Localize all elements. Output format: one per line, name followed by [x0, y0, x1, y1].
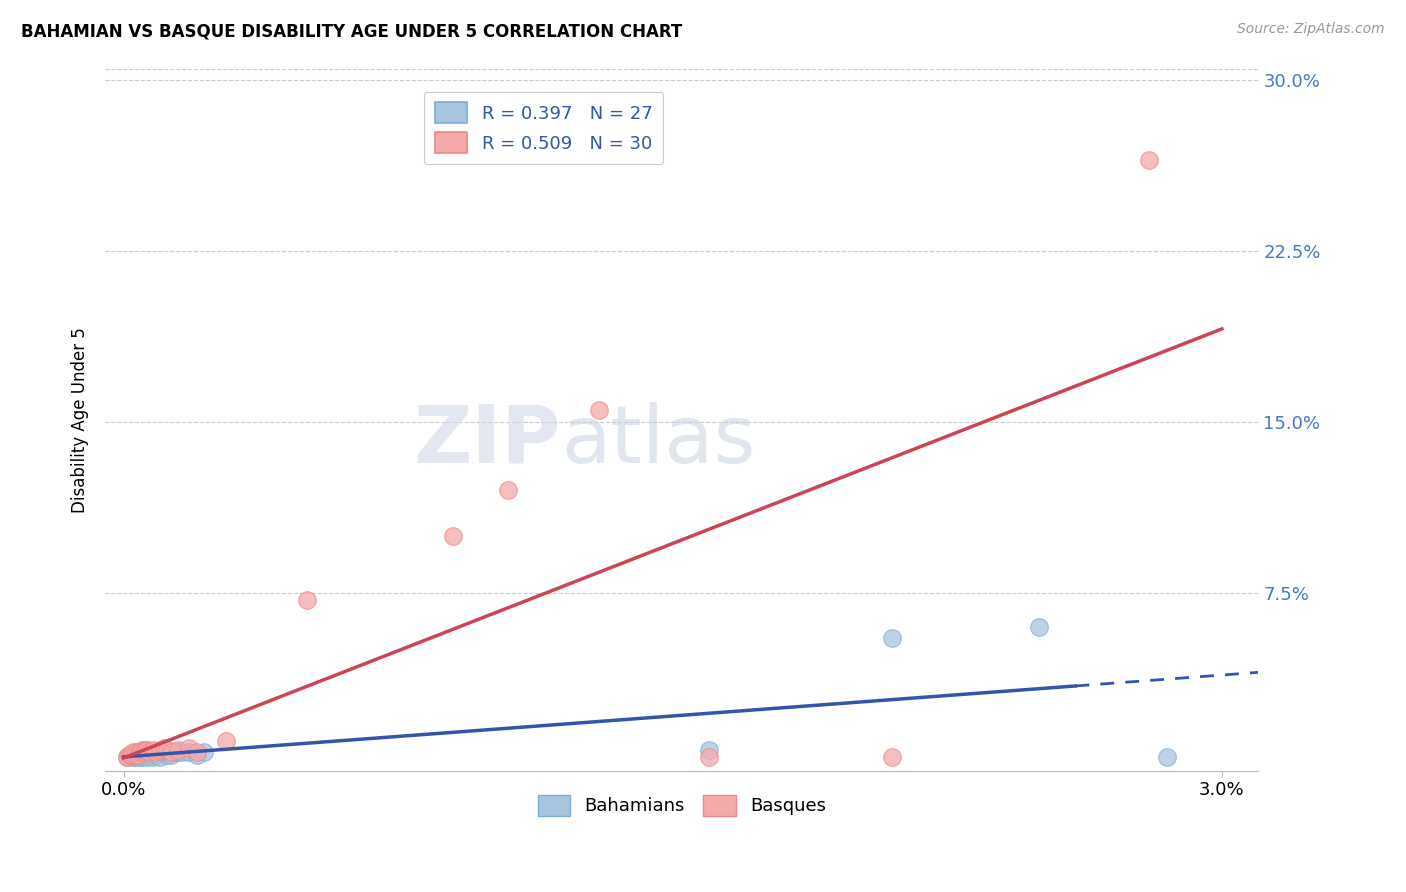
Point [134, 747, 156, 762]
Point [121, 750, 143, 764]
Point [163, 746, 186, 760]
Point [697, 743, 720, 757]
Point [215, 734, 238, 748]
Point [129, 746, 152, 760]
Point [496, 483, 519, 498]
Point [149, 750, 172, 764]
Point [127, 747, 149, 762]
Point [120, 747, 142, 762]
Point [127, 746, 149, 760]
Point [193, 746, 215, 760]
Text: Source: ZipAtlas.com: Source: ZipAtlas.com [1237, 22, 1385, 37]
Point [124, 747, 146, 762]
Point [186, 746, 208, 760]
Point [152, 746, 174, 760]
Point [125, 746, 148, 760]
Point [295, 592, 318, 607]
Point [139, 747, 162, 762]
Point [125, 747, 148, 762]
Point [131, 750, 153, 764]
Point [160, 747, 183, 762]
Point [179, 740, 201, 755]
Text: BAHAMIAN VS BASQUE DISABILITY AGE UNDER 5 CORRELATION CHART: BAHAMIAN VS BASQUE DISABILITY AGE UNDER … [21, 22, 682, 40]
Point [882, 750, 904, 764]
Point [136, 750, 159, 764]
Point [138, 746, 160, 760]
Point [131, 743, 153, 757]
Point [121, 746, 143, 760]
Point [172, 746, 194, 760]
Point [160, 746, 183, 760]
Point [142, 750, 165, 764]
Point [167, 746, 190, 760]
Point [441, 529, 464, 543]
Text: ZIP: ZIP [413, 401, 561, 480]
Point [179, 746, 201, 760]
Point [152, 740, 174, 755]
Text: atlas: atlas [561, 401, 755, 480]
Point [186, 747, 208, 762]
Point [145, 747, 167, 762]
Point [149, 743, 172, 757]
Point [134, 743, 156, 757]
Point [115, 750, 138, 764]
Point [145, 746, 167, 760]
Point [142, 743, 165, 757]
Point [132, 746, 155, 760]
Point [156, 747, 179, 762]
Point [138, 746, 160, 760]
Y-axis label: Disability Age Under 5: Disability Age Under 5 [72, 326, 89, 513]
Point [129, 750, 152, 764]
Point [118, 747, 141, 762]
Legend: Bahamians, Basques: Bahamians, Basques [529, 786, 835, 825]
Point [115, 750, 138, 764]
Point [124, 750, 146, 764]
Point [882, 632, 904, 646]
Point [1137, 153, 1160, 167]
Point [1156, 750, 1178, 764]
Point [156, 743, 179, 757]
Point [588, 403, 610, 417]
Point [120, 747, 142, 762]
Point [136, 743, 159, 757]
Point [697, 750, 720, 764]
Point [167, 743, 190, 757]
Point [1028, 620, 1050, 634]
Point [132, 747, 155, 762]
